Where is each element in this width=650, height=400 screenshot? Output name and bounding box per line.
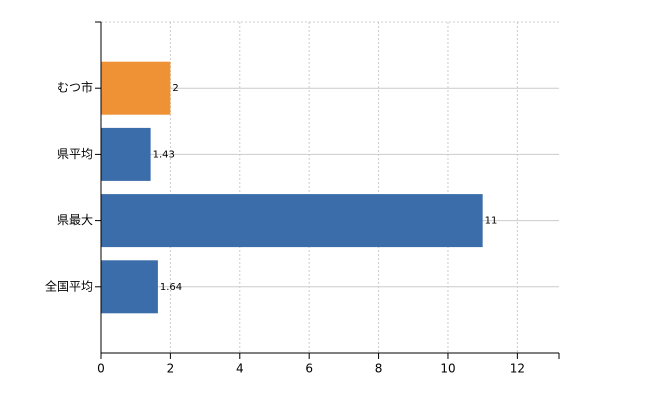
value-label: 11 [485,216,498,227]
y-tick-label: 県最大 [57,213,93,227]
x-tick-label: 6 [305,362,313,376]
x-tick-label: 8 [375,362,383,376]
value-label: 1.43 [153,149,175,160]
bar [101,127,151,181]
bar [101,61,171,115]
x-tick-label: 0 [97,362,105,376]
y-tick-label: むつ市 [57,80,93,95]
y-tick-label: 全国平均 [45,278,93,293]
y-tick-label: 県平均 [57,147,93,161]
value-label: 2 [172,83,178,94]
bar [101,260,158,314]
x-tick-label: 2 [167,362,175,376]
bar [101,194,483,248]
value-label: 1.64 [160,282,182,293]
x-tick-label: 10 [440,362,455,376]
x-tick-label: 12 [510,362,525,376]
x-tick-label: 4 [236,362,244,376]
